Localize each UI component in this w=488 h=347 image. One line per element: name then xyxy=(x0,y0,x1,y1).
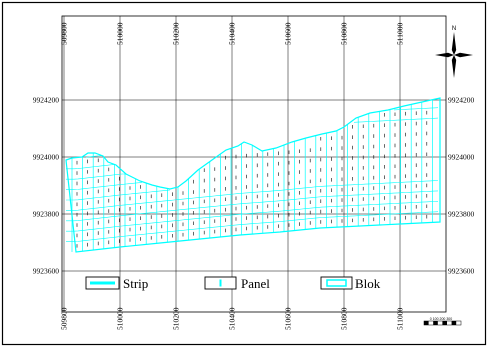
easting-label-top: 511000 xyxy=(396,23,405,45)
panel-line xyxy=(393,107,439,111)
panel-line xyxy=(66,211,439,242)
easting-label-top: 509800 xyxy=(60,22,69,45)
northing-label-right: 9923600 xyxy=(448,267,475,276)
legend-item-strip: Strip xyxy=(85,276,148,291)
easting-label-bottom: 510800 xyxy=(340,307,349,330)
easting-label-top: 510800 xyxy=(340,22,349,45)
northing-label-right: 9923800 xyxy=(448,210,475,219)
northing-label-right: 9924200 xyxy=(448,96,475,105)
scale-bar-text: 0 100 200 300 xyxy=(430,317,452,321)
legend-label-strip: Strip xyxy=(123,276,148,291)
coordinate-grid xyxy=(62,16,446,312)
legend-label-blok: Blok xyxy=(355,276,381,291)
easting-label-bottom: 510400 xyxy=(228,307,237,330)
block-boundary xyxy=(65,97,441,253)
legend: Strip Panel Blok xyxy=(85,276,381,291)
blok-symbol-icon xyxy=(320,276,353,290)
northing-label-left: 9924200 xyxy=(33,96,60,105)
coordinate-labels: 509800 509800 510000 510000 510200 510200 5104… xyxy=(33,22,475,330)
block-grid xyxy=(65,97,441,253)
panel-line xyxy=(66,173,126,180)
legend-item-blok: Blok xyxy=(320,276,381,291)
easting-label-bottom: 510200 xyxy=(172,307,181,330)
northing-label-right: 9924000 xyxy=(448,153,475,162)
easting-label-bottom: 509800 xyxy=(60,307,69,330)
panel-line xyxy=(66,189,171,201)
legend-label-panel: Panel xyxy=(241,276,270,291)
panel-line xyxy=(66,190,439,222)
panel-line xyxy=(85,155,103,158)
north-letter: N xyxy=(452,26,456,32)
north-arrow-icon: N xyxy=(435,26,473,78)
easting-label-top: 510000 xyxy=(116,22,125,45)
northing-label-left: 9923800 xyxy=(33,210,60,219)
panel-line xyxy=(66,180,439,211)
panel-line xyxy=(353,117,439,123)
panel-line xyxy=(66,201,439,232)
scale-bar: 0 100 200 300 xyxy=(423,317,462,326)
legend-item-panel: Panel xyxy=(204,276,270,291)
northing-label-left: 9923600 xyxy=(33,267,60,276)
map-frame xyxy=(61,15,447,313)
blok-swatch xyxy=(326,279,347,287)
easting-label-bottom: 511000 xyxy=(396,308,405,330)
northing-label-left: 9924000 xyxy=(33,153,60,162)
easting-label-top: 510200 xyxy=(172,22,181,45)
easting-label-bottom: 510600 xyxy=(284,307,293,330)
easting-label-bottom: 510000 xyxy=(116,307,125,330)
easting-label-top: 510400 xyxy=(228,22,237,45)
panel-line xyxy=(66,182,143,190)
panel-line xyxy=(66,164,115,170)
easting-label-top: 510600 xyxy=(284,22,293,45)
